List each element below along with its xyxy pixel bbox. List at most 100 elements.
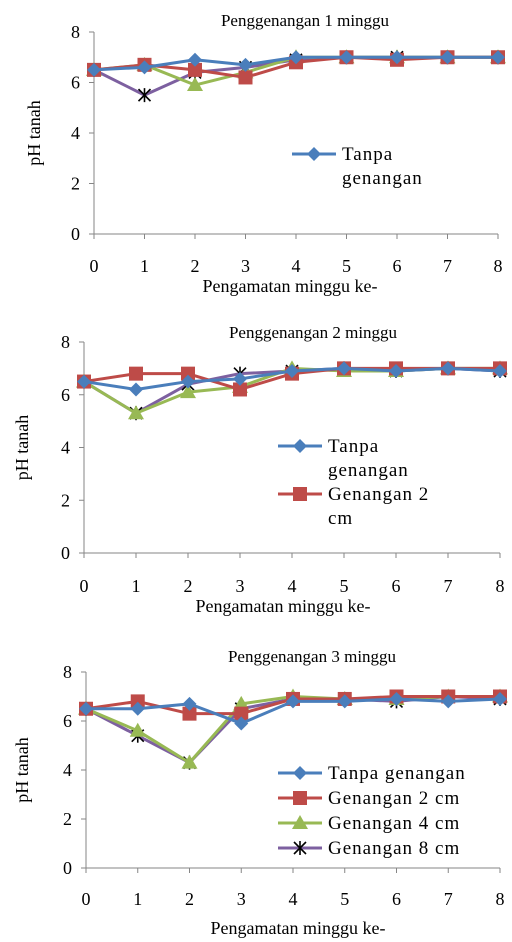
x-tick-label: 5 [342, 256, 351, 276]
chart-panel-2: 0 2 4 6 8 0 1 2 3 4 5 6 7 8 Penggenangan 2 minggu Penga… [0, 315, 512, 620]
chart-svg-2: 0 2 4 6 8 0 1 2 3 4 5 6 7 8 Penggenangan 2 minggu Penga… [12, 323, 508, 616]
x-tick-label: 6 [392, 889, 401, 909]
x-tick-label: 5 [340, 576, 349, 596]
data-point [233, 371, 247, 386]
data-point [390, 50, 404, 65]
chart-title: Penggenangan 1 minggu [221, 11, 390, 30]
legend-item: Tanpa genangan [278, 436, 409, 481]
y-axis-label: pH tanah [24, 100, 44, 165]
data-point [181, 366, 195, 381]
data-point [493, 364, 507, 379]
y-tick-label: 4 [61, 438, 70, 458]
x-tick-label: 2 [185, 889, 194, 909]
legend-item: Genangan 4 cm [278, 813, 460, 834]
data-point [337, 694, 352, 709]
legend: Tanpa genangan Genangan 2 cm Genangan 4 cm… [278, 763, 466, 859]
data-point [389, 691, 404, 706]
data-point [233, 695, 250, 710]
legend-label: Genangan 8 cm [328, 838, 460, 859]
x-tick-label: 6 [392, 576, 401, 596]
data-point [493, 691, 507, 706]
y-tick-label: 0 [71, 224, 80, 244]
legend-label: Tanpa genangan [328, 436, 409, 481]
x-axis-label: Pengamatan minggu ke- [203, 276, 378, 296]
x-tick-label: 8 [494, 256, 503, 276]
y-tick-label: 8 [71, 22, 80, 42]
x-tick-label: 4 [292, 256, 301, 276]
x-tick-label: 0 [90, 256, 99, 276]
data-point [182, 696, 197, 711]
y-tick-label: 6 [71, 73, 80, 93]
legend-item: Genangan 2 cm [278, 788, 460, 809]
legend-marker [293, 487, 307, 501]
data-point [491, 50, 505, 65]
y-tick-label: 6 [61, 385, 70, 405]
x-axis-label: Pengamatan minggu ke- [196, 596, 371, 616]
data-point [181, 754, 198, 769]
y-tick-label: 4 [71, 123, 80, 143]
data-point [137, 60, 152, 75]
y-axis-label: pH tanah [12, 737, 32, 802]
data-point [129, 722, 146, 737]
series-1 [79, 691, 507, 731]
x-tick-label: 1 [140, 256, 149, 276]
axes: 0 2 4 6 8 0 1 2 3 4 5 6 7 8 [63, 662, 505, 909]
legend-label: Genangan 4 cm [328, 813, 460, 834]
x-tick-label: 3 [241, 256, 250, 276]
x-tick-label: 8 [496, 576, 505, 596]
y-tick-label: 2 [71, 174, 80, 194]
chart-panel-3: 0 2 4 6 8 0 1 2 3 4 5 6 7 8 Penggenangan 3 minggu Penga… [0, 632, 512, 942]
y-tick-label: 6 [63, 711, 72, 731]
data-point [441, 361, 455, 376]
data-point [129, 382, 143, 397]
data-point [188, 52, 202, 67]
data-point [79, 701, 93, 716]
data-point [182, 706, 197, 721]
chart-svg-1: 0 2 4 6 8 0 1 2 3 4 5 6 7 8 Penggenangan 1 minggu Penga… [24, 11, 506, 296]
y-tick-label: 0 [63, 858, 72, 878]
data-point [289, 50, 303, 65]
legend-marker [293, 841, 307, 855]
legend-item: Genangan 8 cm [278, 838, 460, 859]
x-tick-label: 8 [496, 889, 505, 909]
data-point [137, 88, 152, 103]
data-point [238, 70, 253, 85]
legend-marker [293, 791, 307, 805]
series-1 [87, 50, 505, 77]
y-tick-label: 2 [61, 490, 70, 510]
x-tick-label: 7 [443, 256, 452, 276]
data-point [128, 405, 144, 420]
data-point [77, 374, 91, 389]
data-point [130, 694, 145, 709]
data-point [286, 694, 300, 709]
x-tick-label: 1 [133, 889, 142, 909]
data-point [234, 706, 249, 721]
chart-title: Penggenangan 2 minggu [229, 323, 398, 342]
legend-marker [293, 766, 307, 780]
chart-panel-1: 0 2 4 6 8 0 1 2 3 4 5 6 7 8 Penggenangan 1 minggu Penga… [0, 0, 512, 300]
legend-item: Tanpa genangan [292, 144, 422, 189]
x-tick-label: 4 [289, 889, 298, 909]
y-tick-label: 0 [61, 543, 70, 563]
legend: Tanpa genangan [292, 144, 422, 189]
x-tick-label: 3 [237, 889, 246, 909]
y-tick-label: 2 [63, 809, 72, 829]
data-point [285, 364, 299, 379]
data-point [129, 366, 143, 381]
data-point [187, 77, 203, 92]
x-tick-label: 0 [80, 576, 89, 596]
legend-item: Tanpa genangan [278, 763, 466, 784]
chart-title: Penggenangan 3 minggu [228, 647, 397, 666]
data-point [181, 374, 195, 389]
x-tick-label: 4 [288, 576, 297, 596]
legend-label: Genangan 2 cm [328, 788, 460, 809]
data-point [234, 716, 249, 731]
data-point [87, 62, 101, 77]
x-tick-label: 1 [132, 576, 141, 596]
x-tick-label: 6 [393, 256, 402, 276]
legend-marker [292, 815, 308, 829]
x-tick-label: 0 [82, 889, 91, 909]
legend-label: Tanpa genangan [328, 763, 466, 784]
legend-marker [293, 439, 307, 453]
